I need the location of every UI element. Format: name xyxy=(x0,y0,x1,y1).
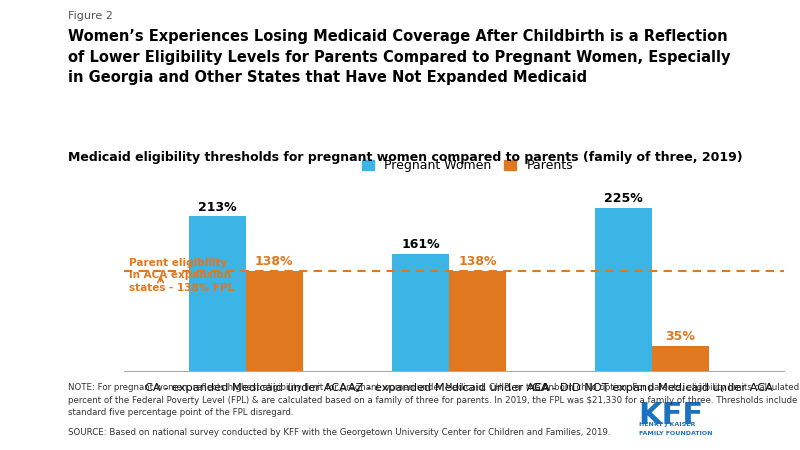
Text: 225%: 225% xyxy=(604,192,643,205)
Legend: Pregnant Women, Parents: Pregnant Women, Parents xyxy=(357,154,578,177)
Text: HENRY J KAISER: HENRY J KAISER xyxy=(638,422,695,427)
Text: Medicaid eligibility thresholds for pregnant women compared to parents (family o: Medicaid eligibility thresholds for preg… xyxy=(68,151,742,164)
Bar xyxy=(595,208,652,371)
Text: 138%: 138% xyxy=(255,255,294,268)
Bar xyxy=(652,346,709,371)
Text: KFF: KFF xyxy=(638,401,704,431)
Text: Figure 2: Figure 2 xyxy=(68,11,113,21)
Text: 213%: 213% xyxy=(198,201,237,213)
Text: Women’s Experiences Losing Medicaid Coverage After Childbirth is a Reflection
of: Women’s Experiences Losing Medicaid Cove… xyxy=(68,29,730,85)
Bar xyxy=(392,254,449,371)
Text: NOTE: For pregnant women, reflects highest eligibility limit for pregnant women : NOTE: For pregnant women, reflects highe… xyxy=(68,383,800,417)
Bar xyxy=(189,216,246,371)
Text: 35%: 35% xyxy=(666,330,695,343)
Text: Parent eligibility
in ACA expansion
states - 138% FPL: Parent eligibility in ACA expansion stat… xyxy=(129,258,234,292)
Text: SOURCE: Based on national survey conducted by KFF with the Georgetown University: SOURCE: Based on national survey conduct… xyxy=(68,428,610,437)
Text: 138%: 138% xyxy=(458,255,497,268)
Bar xyxy=(449,271,506,371)
Text: FAMILY FOUNDATION: FAMILY FOUNDATION xyxy=(638,431,712,436)
Text: 161%: 161% xyxy=(401,238,440,251)
Bar xyxy=(246,271,302,371)
